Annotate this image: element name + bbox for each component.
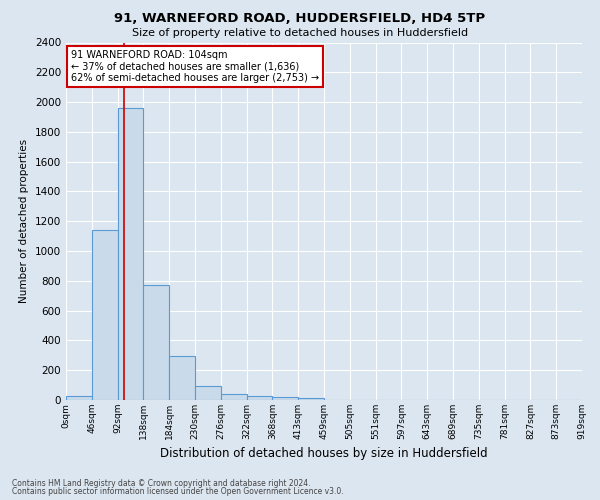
Bar [66,396,92,400]
Bar [195,386,221,400]
Bar [169,356,195,400]
Y-axis label: Number of detached properties: Number of detached properties [19,139,29,304]
Text: Contains HM Land Registry data © Crown copyright and database right 2024.: Contains HM Land Registry data © Crown c… [12,478,311,488]
Bar [221,394,247,400]
Text: Contains public sector information licensed under the Open Government Licence v3: Contains public sector information licen… [12,487,344,496]
Bar [298,398,324,400]
Text: Size of property relative to detached houses in Huddersfield: Size of property relative to detached ho… [132,28,468,38]
Bar [247,396,272,400]
X-axis label: Distribution of detached houses by size in Huddersfield: Distribution of detached houses by size … [160,448,488,460]
Bar [272,398,298,400]
Bar [92,230,118,400]
Text: 91 WARNEFORD ROAD: 104sqm
← 37% of detached houses are smaller (1,636)
62% of se: 91 WARNEFORD ROAD: 104sqm ← 37% of detac… [71,50,319,83]
Bar [143,286,169,400]
Text: 91, WARNEFORD ROAD, HUDDERSFIELD, HD4 5TP: 91, WARNEFORD ROAD, HUDDERSFIELD, HD4 5T… [115,12,485,26]
Bar [118,108,143,400]
